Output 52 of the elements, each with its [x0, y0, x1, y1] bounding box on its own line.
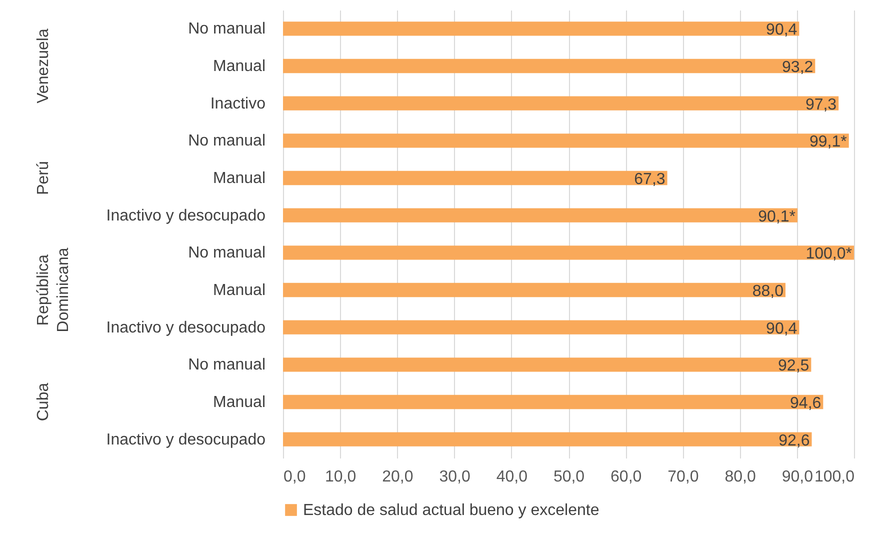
text: Venezuela	[35, 28, 52, 104]
bar	[283, 246, 854, 260]
text: Cuba	[35, 382, 52, 422]
x-tick-label: 40,0	[496, 468, 528, 486]
bar	[283, 96, 839, 110]
y-tick-label: Manual	[213, 282, 266, 299]
x-tick-label: 30,0	[439, 468, 470, 486]
data-label: 92,5	[778, 358, 810, 375]
data-label: 90,4	[766, 320, 798, 338]
data-label: 90,1*	[758, 208, 796, 226]
x-tick-label: 20,0	[382, 468, 414, 486]
bar	[283, 282, 786, 298]
y-tick-label: No manual	[188, 356, 266, 374]
y-tick-label: No manual	[188, 132, 266, 150]
x-tick-label: 60,0	[610, 468, 642, 486]
text: República Dominicana	[35, 248, 72, 332]
y-tick-label: Inactivo y desocupado	[106, 431, 266, 448]
x-tick-label: 70,0	[668, 468, 699, 486]
x-tick-label: 80,0	[724, 468, 756, 486]
data-label: 67,3	[634, 171, 666, 188]
bar	[283, 320, 800, 334]
data-label: 90,4	[766, 22, 798, 39]
data-label: 97,3	[805, 96, 837, 114]
y-tick-label: Inactivo y desocupado	[106, 207, 266, 224]
bar	[283, 358, 812, 372]
data-label: 100,0*	[806, 246, 852, 263]
data-label: 99,1*	[809, 134, 847, 151]
bar	[283, 22, 800, 36]
text: Perú	[35, 161, 52, 195]
bar	[283, 432, 812, 446]
x-tick-label: 10,0	[325, 468, 356, 486]
data-label: 93,2	[782, 59, 814, 76]
bar	[283, 134, 849, 148]
y-tick-label: Manual	[213, 394, 266, 411]
x-tick-label: 0,0	[284, 468, 306, 486]
y-tick-label: Manual	[213, 58, 266, 75]
y-tick-label: Inactivo y desocupado	[106, 319, 266, 336]
bar	[283, 208, 798, 222]
data-label: 94,6	[790, 395, 822, 412]
y-tick-label: No manual	[188, 20, 266, 38]
x-tick-label: 100,0	[814, 468, 855, 486]
x-tick-label: 50,0	[553, 468, 585, 486]
bar	[283, 394, 824, 410]
data-label: 92,6	[778, 432, 810, 450]
data-label: 88,0	[752, 283, 784, 300]
y-tick-label: Manual	[213, 170, 266, 187]
bar	[283, 58, 816, 74]
bar	[283, 170, 668, 186]
y-tick-label: Inactivo	[210, 95, 266, 112]
x-tick-label: 90,0	[782, 468, 814, 486]
y-tick-label: No manual	[188, 244, 266, 262]
legend-label: Estado de salud actual bueno y excelente	[303, 502, 600, 519]
